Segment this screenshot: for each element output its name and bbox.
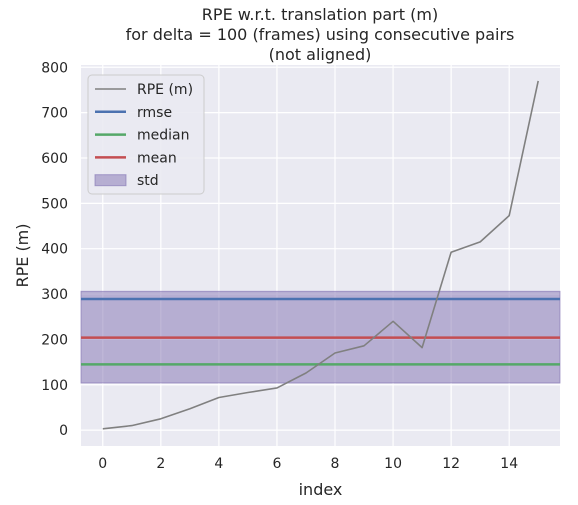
rpe-series-line [102,80,539,430]
x-tick-label: 0 [98,456,107,472]
x-tick-label: 14 [500,456,518,472]
y-tick-label: 200 [41,332,68,348]
y-tick-label: 700 [41,106,68,122]
y-tick-label: 400 [41,242,68,258]
y-tick-label: 500 [41,196,68,212]
y-tick-label: 600 [41,151,68,167]
chart-marks [80,80,561,430]
y-tick-label: 300 [41,287,68,303]
legend-std-swatch [94,174,127,187]
chart-title-line-3: (not aligned) [269,45,372,64]
legend-mean-label: mean [137,150,177,166]
x-tick-label: 12 [442,456,460,472]
y-tick-label: 800 [41,60,68,76]
legend-rmse-label: rmse [137,105,172,121]
axis-ticks: 0 2 4 6 8 10 12 14 0 100 200 300 400 500 600 700 800 [41,60,518,472]
x-tick-label: 10 [384,456,402,472]
x-tick-label: 6 [272,456,281,472]
legend-std-label: std [137,173,159,189]
x-tick-label: 2 [156,456,165,472]
chart-title-line-1: RPE w.r.t. translation part (m) [202,5,438,24]
legend-median-label: median [137,128,189,144]
y-axis-label: RPE (m) [13,223,32,287]
y-tick-label: 0 [59,423,68,439]
x-axis-label: index [299,480,343,499]
x-tick-label: 4 [214,456,223,472]
x-tick-label: 8 [331,456,340,472]
chart-title-block: RPE w.r.t. translation part (m) for delt… [126,5,515,64]
chart-title-line-2: for delta = 100 (frames) using consecuti… [126,25,515,44]
legend-frame [87,74,205,195]
legend: RPE (m) rmse median mean std [87,74,205,195]
legend-rpe-label: RPE (m) [137,82,193,98]
y-tick-label: 100 [41,378,68,394]
